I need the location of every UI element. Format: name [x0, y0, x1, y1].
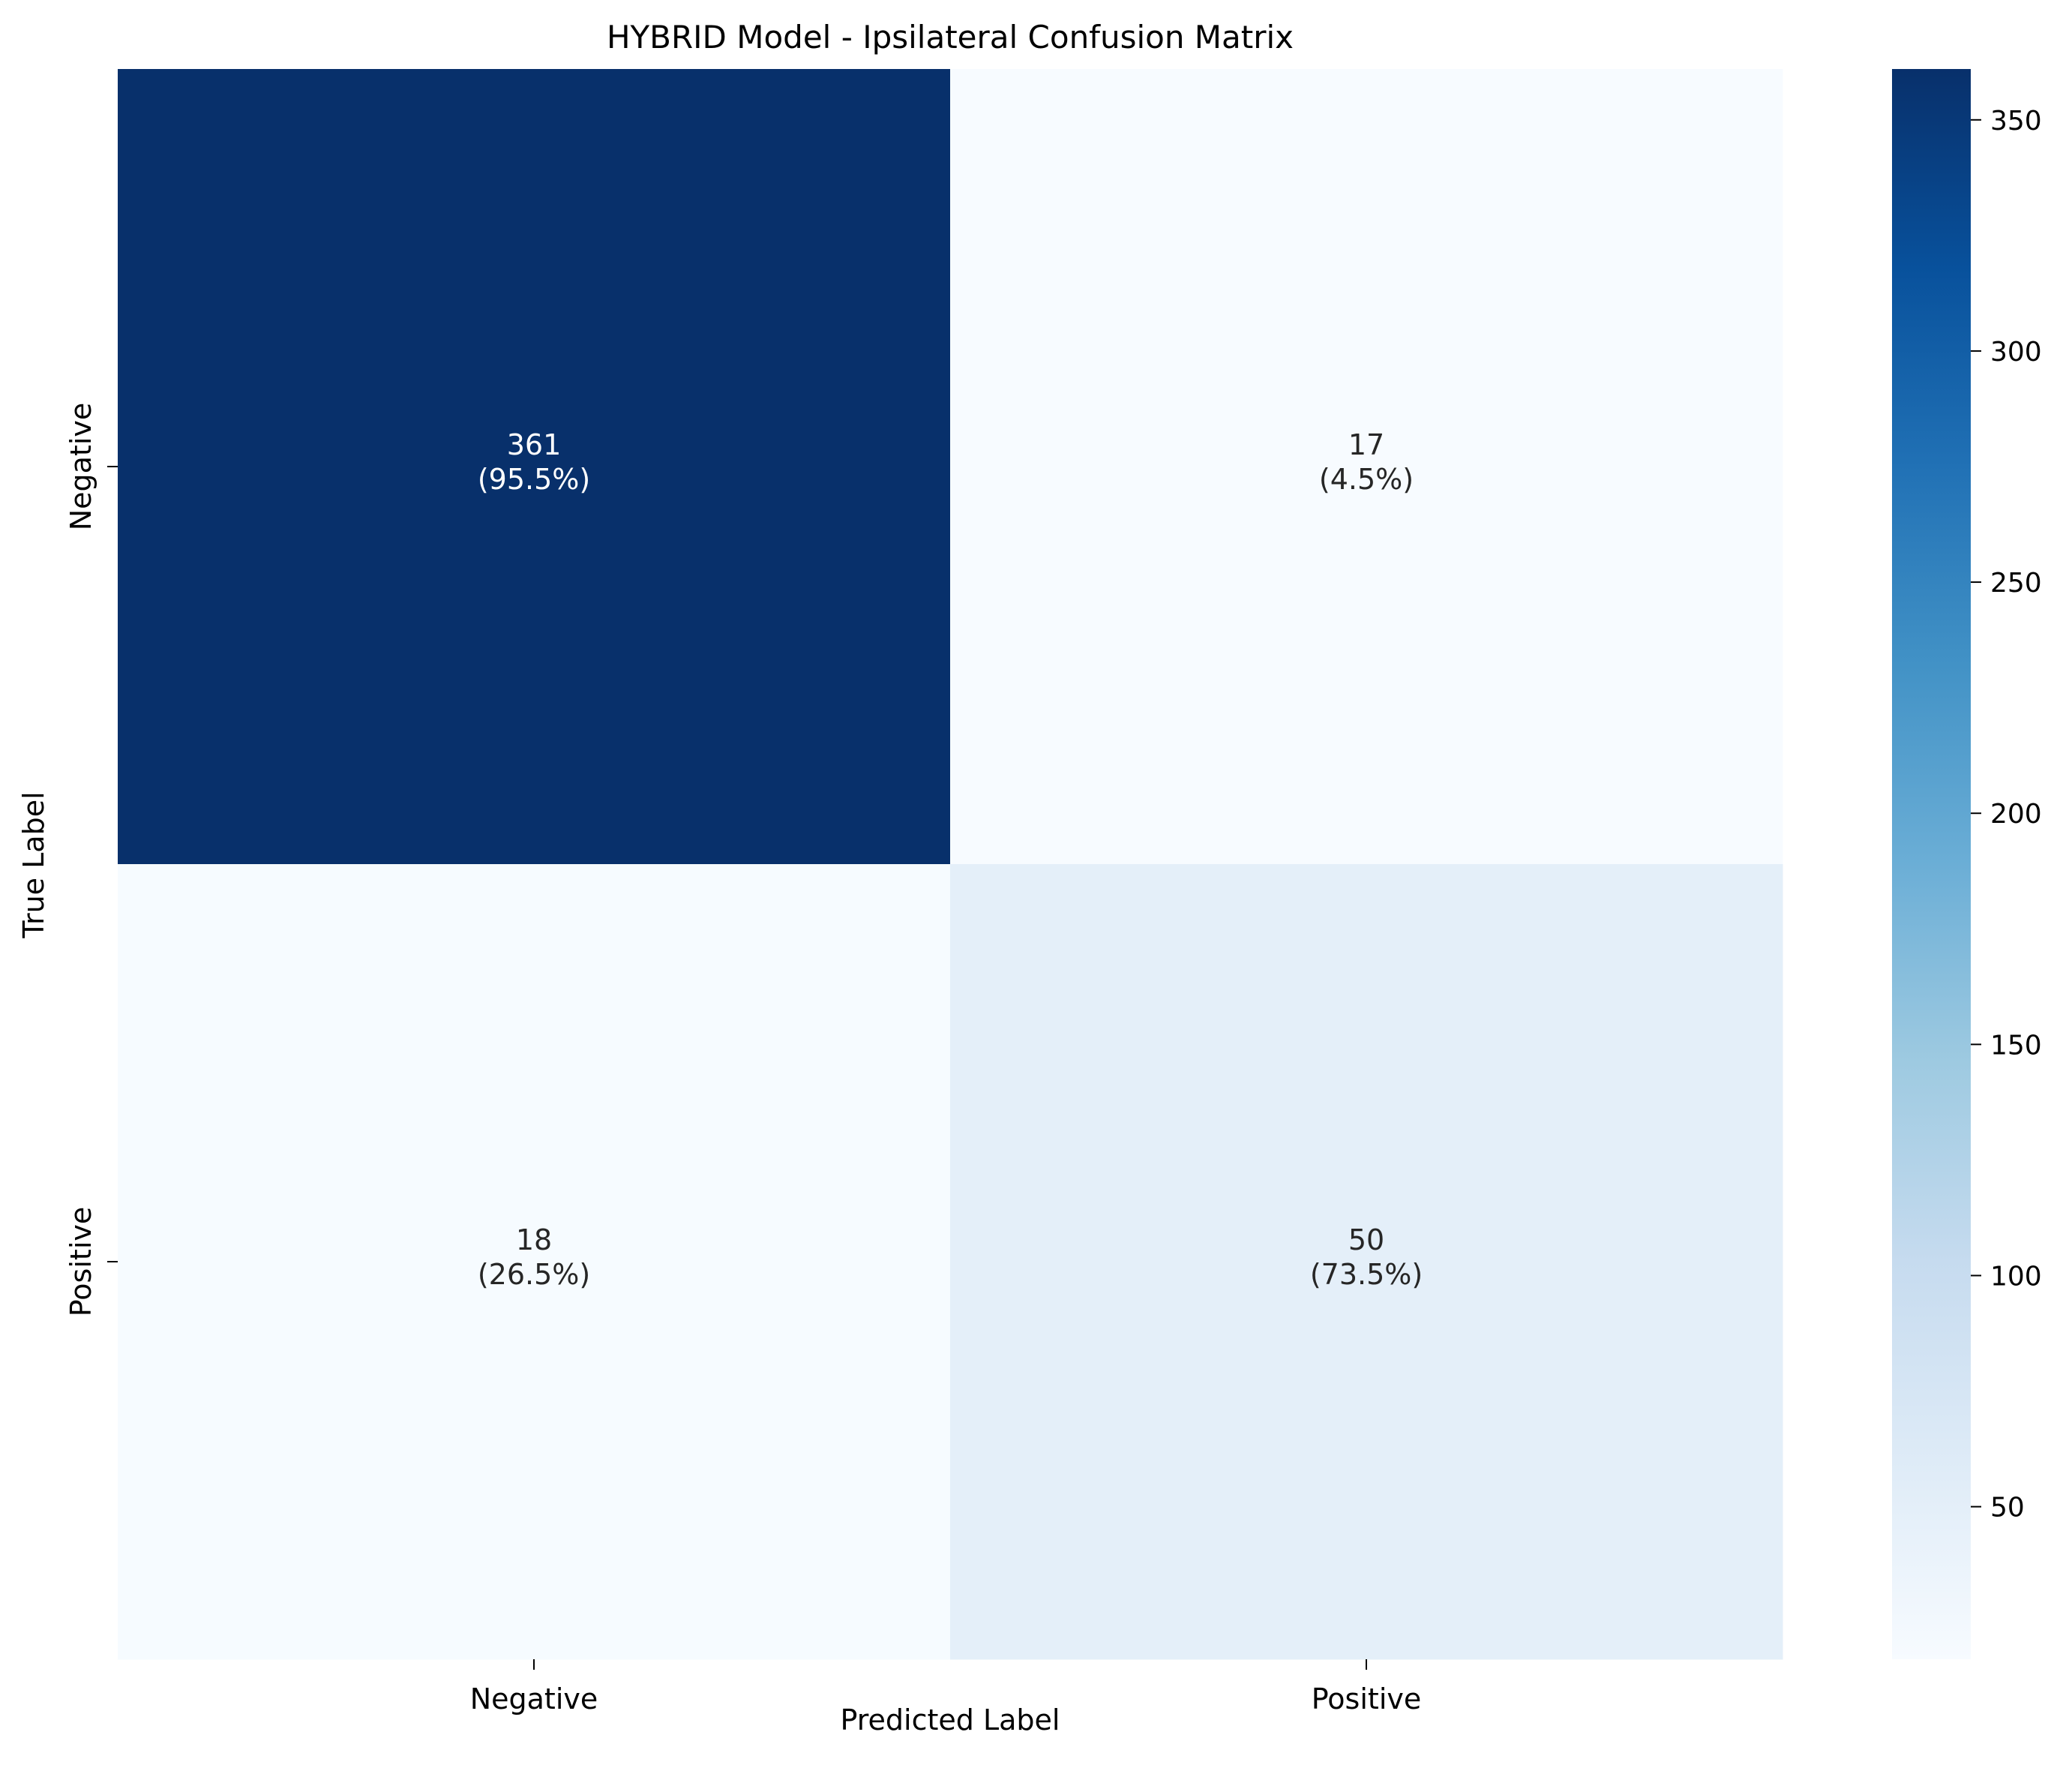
cell-count-label: 18 — [516, 1223, 552, 1256]
colorbar-tick-label: 150 — [1990, 1030, 2042, 1061]
cell-percent-label: (26.5%) — [478, 1258, 590, 1291]
colorbar-tick-label: 100 — [1990, 1261, 2042, 1292]
heatmap-cell — [950, 69, 1783, 865]
colorbar-tick-label: 50 — [1990, 1493, 2025, 1523]
colorbar-tick-label: 250 — [1990, 568, 2042, 599]
heatmap-cell — [118, 69, 951, 865]
cell-count-label: 17 — [1348, 428, 1384, 461]
x-tick-label: Positive — [1312, 1682, 1422, 1715]
heatmap-cells — [118, 69, 1783, 1660]
x-axis-ticks: Negative Positive — [470, 1659, 1422, 1715]
y-axis-ticks: Negative Positive — [64, 403, 118, 1317]
cell-percent-label: (4.5%) — [1319, 463, 1414, 496]
cell-percent-label: (73.5%) — [1310, 1258, 1423, 1291]
colorbar-tick-label: 300 — [1990, 337, 2042, 368]
colorbar-ticks: 50 100 150 200 250 300 350 — [1971, 106, 2042, 1523]
chart-title: HYBRID Model - Ipsilateral Confusion Mat… — [607, 19, 1294, 56]
y-axis-label: True Label — [17, 791, 50, 938]
heatmap-cell — [950, 864, 1783, 1660]
y-tick-label: Negative — [64, 403, 97, 531]
y-tick-label: Positive — [64, 1207, 97, 1317]
cell-count-label: 50 — [1348, 1223, 1384, 1256]
heatmap-cell — [118, 864, 951, 1660]
heatmap-cell-labels: 361(95.5%) 17(4.5%) 18(26.5%) 50(73.5%) — [478, 428, 1423, 1291]
cell-count-label: 361 — [507, 428, 562, 461]
x-tick-label: Negative — [470, 1682, 598, 1715]
colorbar-tick-label: 200 — [1990, 799, 2042, 830]
x-axis-label: Predicted Label — [841, 1703, 1060, 1736]
colorbar-tick-label: 350 — [1990, 106, 2042, 137]
colorbar — [1892, 69, 1971, 1659]
cell-percent-label: (95.5%) — [478, 463, 590, 496]
